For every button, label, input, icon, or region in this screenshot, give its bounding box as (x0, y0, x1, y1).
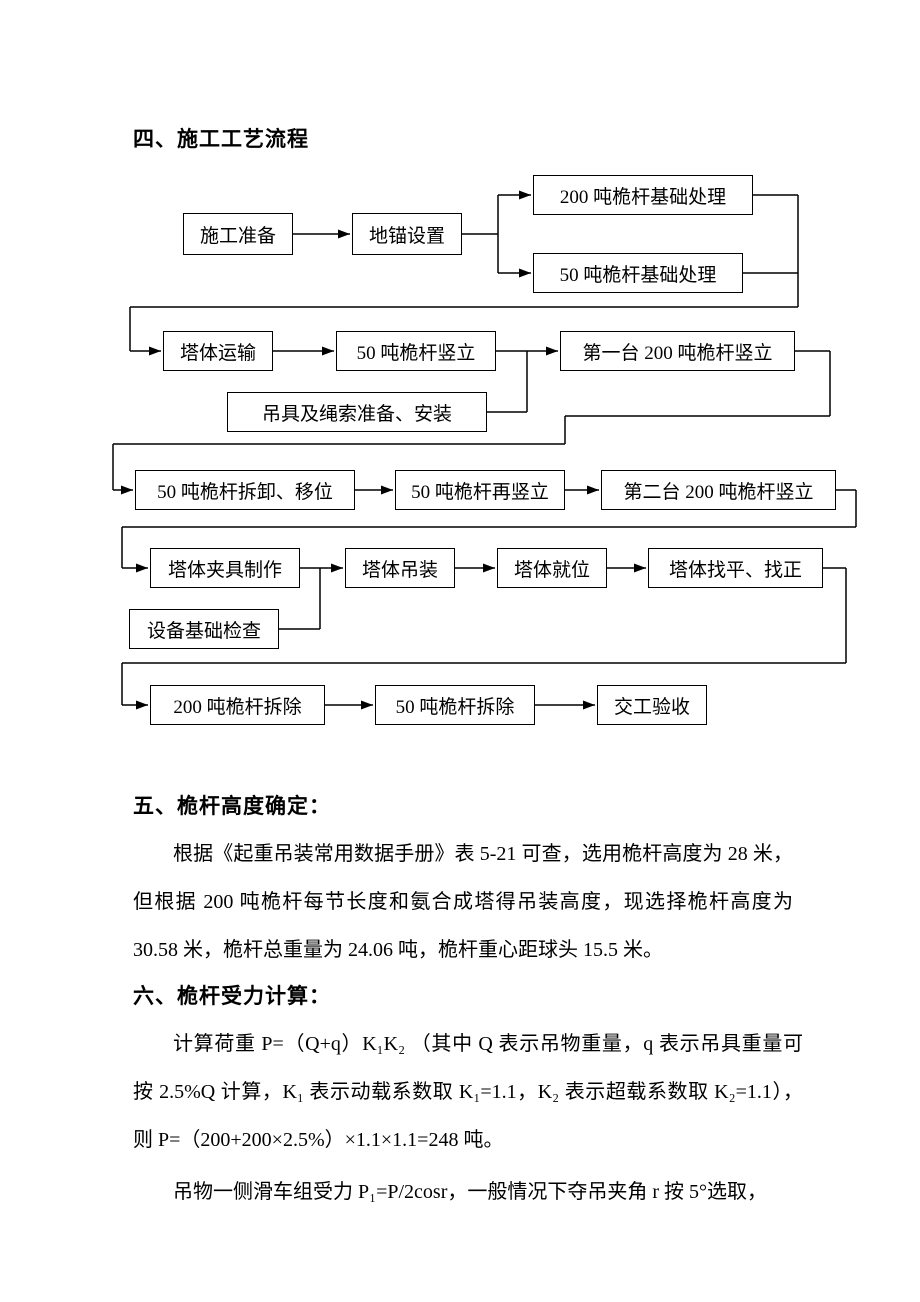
node-200-remove: 200 吨桅杆拆除 (150, 685, 325, 725)
node-50-base: 50 吨桅杆基础处理 (533, 253, 743, 293)
heading-section-4: 四、施工工艺流程 (133, 123, 309, 153)
node-fixture: 塔体夹具制作 (150, 548, 300, 588)
heading-section-5: 五、桅杆高度确定： (133, 790, 331, 820)
node-rigging: 吊具及绳索准备、安装 (227, 392, 487, 432)
heading-section-6: 六、桅杆受力计算： (133, 980, 331, 1010)
node-foundation: 设备基础检查 (129, 609, 279, 649)
node-position: 塔体就位 (497, 548, 607, 588)
node-first-200: 第一台 200 吨桅杆竖立 (560, 331, 795, 371)
node-accept: 交工验收 (597, 685, 707, 725)
node-transport: 塔体运输 (163, 331, 273, 371)
para-section-6a: 计算荷重 P=（Q+q）K₁K₂ （其中 Q 表示吊物重量，q 表示吊具重量可按… (133, 1020, 803, 1164)
node-level: 塔体找平、找正 (648, 548, 823, 588)
node-50-reerect: 50 吨桅杆再竖立 (395, 470, 565, 510)
node-hoist: 塔体吊装 (345, 548, 455, 588)
node-50-remove: 50 吨桅杆拆卸、移位 (135, 470, 355, 510)
node-50-erect: 50 吨桅杆竖立 (336, 331, 496, 371)
node-prep: 施工准备 (183, 213, 293, 255)
para-section-5: 根据《起重吊装常用数据手册》表 5-21 可查，选用桅杆高度为 28 米，但根据… (133, 830, 793, 974)
para-section-6b: 吊物一侧滑车组受力 P₁=P/2cosr，一般情况下夺吊夹角 r 按 5°选取， (133, 1168, 803, 1216)
node-50-remove2: 50 吨桅杆拆除 (375, 685, 535, 725)
node-second-200: 第二台 200 吨桅杆竖立 (601, 470, 836, 510)
node-anchor: 地锚设置 (352, 213, 462, 255)
node-200-base: 200 吨桅杆基础处理 (533, 175, 753, 215)
